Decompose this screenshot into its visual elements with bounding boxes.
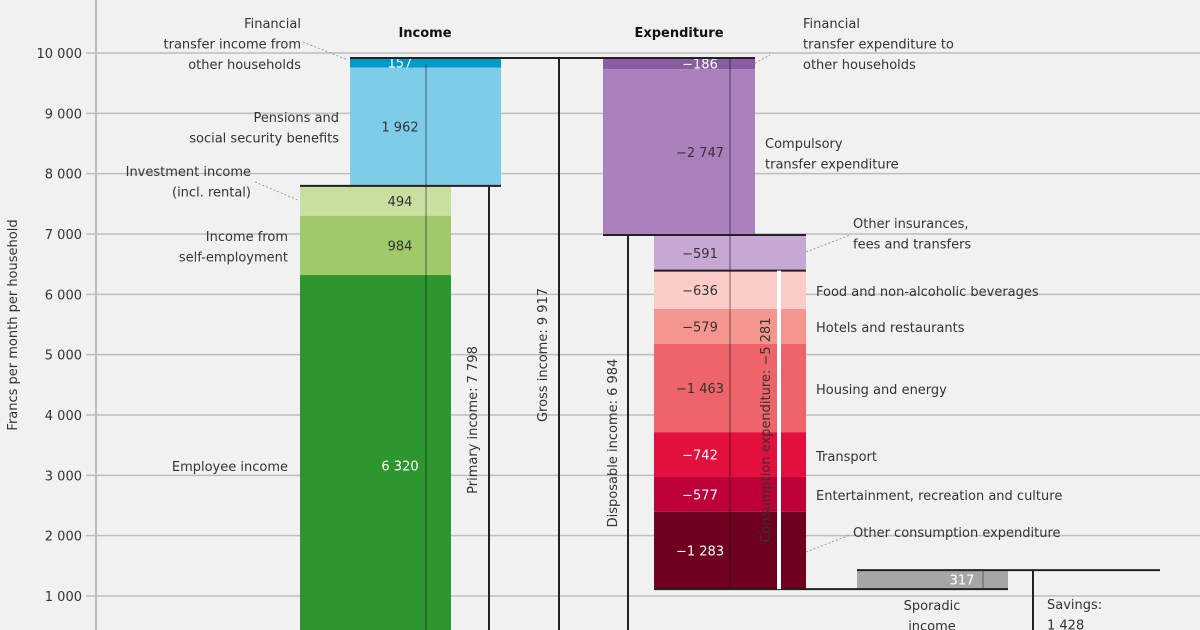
- y-tick-label: 7 000: [45, 228, 82, 243]
- y-tick-label: 10 000: [37, 47, 83, 62]
- expenditure-bar-3-value: −636: [682, 284, 718, 299]
- label-investment-income: Investment income: [126, 165, 251, 180]
- income-bar-3-value: 1 962: [381, 121, 418, 136]
- expenditure-bar-4-value: −579: [682, 320, 718, 335]
- total-lines: [300, 57, 1160, 630]
- expenditure-bar-7-value: −577: [682, 488, 718, 503]
- label-entertainment: Entertainment, recreation and culture: [816, 489, 1062, 504]
- label-financial-transfer-expenditure: other households: [803, 58, 916, 73]
- income-header: Income: [398, 26, 451, 41]
- income-bar-0-value: 6 320: [381, 460, 418, 475]
- label-other-insurances: fees and transfers: [853, 238, 971, 253]
- expenditure-bar-6-value: −742: [682, 449, 718, 464]
- label-other-insurances: Other insurances,: [853, 217, 969, 232]
- income-bar-1-value: 984: [388, 239, 413, 254]
- income-bar-2: [300, 185, 451, 216]
- y-tick-label: 4 000: [45, 409, 82, 424]
- label-financial-transfer-expenditure: transfer expenditure to: [803, 38, 954, 53]
- bars: 6 320 984 494 1 962 157 −186 −2 747 −591 −636 −57…: [300, 57, 1008, 630]
- label-food: Food and non-alcoholic beverages: [816, 285, 1039, 300]
- label-financial-transfer-income: other households: [188, 58, 301, 73]
- y-tick-label: 9 000: [45, 107, 82, 122]
- sporadic-income-bar-value: 317: [950, 574, 975, 589]
- label-housing: Housing and energy: [816, 383, 947, 398]
- y-tick-label: 3 000: [45, 469, 82, 484]
- expenditure-bar-0: [603, 58, 755, 70]
- expenditure-bar-1: [603, 69, 755, 235]
- expenditure-header: Expenditure: [634, 26, 723, 41]
- label-employee-income: Employee income: [172, 460, 288, 475]
- label-pensions: Pensions and: [253, 111, 339, 126]
- leader-line: [254, 181, 299, 201]
- label-self-employment: Income from: [206, 230, 288, 245]
- label-hotels: Hotels and restaurants: [816, 321, 965, 336]
- label-investment-income: (incl. rental): [172, 186, 251, 201]
- leader-line: [754, 54, 771, 64]
- y-tick-label: 5 000: [45, 349, 82, 364]
- y-axis-label: Francs per month per household: [6, 219, 21, 430]
- label-sporadic-income: Sporadic: [904, 599, 961, 614]
- expenditure-bar-8-value: −1 283: [676, 544, 724, 559]
- leader-line: [302, 41, 349, 61]
- y-tick-label: 6 000: [45, 288, 82, 303]
- income-bar-0: [300, 275, 451, 630]
- income-bar-1: [300, 215, 451, 276]
- income-bar-4: [350, 58, 501, 68]
- label-financial-transfer-income: transfer income from: [164, 38, 301, 53]
- label-compulsory-transfer: Compulsory: [765, 137, 843, 152]
- label-savings: 1 428: [1047, 619, 1084, 630]
- income-bar-3: [350, 67, 501, 186]
- label-self-employment: self-employment: [179, 251, 288, 266]
- leader-line: [805, 534, 851, 553]
- y-tick-label: 1 000: [45, 590, 82, 605]
- annotations: Primary income: 7 798 Gross income: 9 917…: [126, 17, 1103, 630]
- sporadic-income-bar: [857, 570, 1008, 590]
- label-savings: Savings:: [1047, 598, 1102, 613]
- label-financial-transfer-income: Financial: [244, 17, 301, 32]
- expenditure-bar-2-value: −591: [682, 247, 718, 262]
- income-bar-4-value: 157: [388, 57, 413, 72]
- label-pensions: social security benefits: [189, 132, 339, 147]
- expenditure-bar-2: [654, 234, 806, 271]
- label-other-consumption: Other consumption expenditure: [853, 526, 1061, 541]
- y-tick-label: 8 000: [45, 168, 82, 183]
- label-transport: Transport: [815, 450, 877, 465]
- label-financial-transfer-expenditure: Financial: [803, 17, 860, 32]
- expenditure-bar-0-value: −186: [682, 58, 718, 73]
- gross-income-label: Gross income: 9 917: [536, 288, 551, 422]
- disposable-income-label: Disposable income: 6 984: [606, 359, 621, 528]
- expenditure-bar-1-value: −2 747: [676, 146, 724, 161]
- leader-line: [805, 234, 851, 253]
- primary-income-label: Primary income: 7 798: [466, 346, 481, 494]
- label-sporadic-income: income: [908, 620, 956, 630]
- income-bar-2-value: 494: [388, 195, 413, 210]
- y-tick-label: 2 000: [45, 530, 82, 545]
- expenditure-bar-5-value: −1 463: [676, 382, 724, 397]
- y-tick-labels: 1 000 2 000 3 000 4 000 5 000 6 000 7 000 8 000…: [37, 47, 83, 605]
- label-compulsory-transfer: transfer expenditure: [765, 158, 899, 173]
- consumption-total-label: Consumption expenditure: −5 281: [759, 317, 774, 542]
